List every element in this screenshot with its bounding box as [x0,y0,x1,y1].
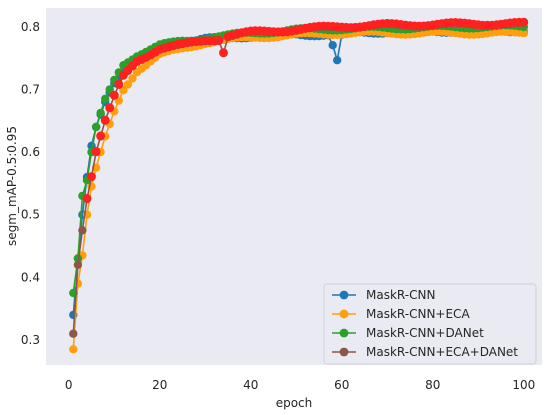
overlay-point [114,79,124,89]
overlay-point [214,35,224,45]
legend-marker [339,290,349,300]
overlay-point [96,131,105,141]
legend-label: MaskR-CNN+ECA [366,307,470,321]
y-tick-label: 0.3 [21,333,40,347]
data-point [69,329,78,338]
legend-label: MaskR-CNN+DANet [366,326,484,340]
legend-label: MaskR-CNN+ECA+DANet [366,345,518,359]
legend-box [323,283,537,365]
x-axis-label: epoch [276,396,313,410]
overlay-point [82,194,92,203]
data-point [333,56,342,65]
data-point [519,29,528,38]
overlay-point [87,172,96,181]
data-point [78,226,87,235]
series-layer [69,17,529,354]
x-tick-label: 20 [152,378,167,392]
overlay-point [519,17,529,27]
x-axis-ticks: 0 20 40 60 80 100 [65,378,535,392]
x-tick-label: 100 [512,378,535,392]
legend-label: MaskR-CNN [366,288,435,302]
legend-marker [339,347,349,357]
y-tick-label: 0.4 [21,270,40,284]
overlay-point [91,147,101,156]
x-tick-label: 0 [65,378,73,392]
legend-marker [339,309,349,319]
y-tick-label: 0.8 [21,20,40,34]
data-point [91,122,101,132]
data-point [123,80,133,89]
data-point [73,254,83,263]
overlay-point [219,48,228,57]
legend-marker [339,328,349,338]
legend: MaskR-CNN MaskR-CNN+ECA MaskR-CNN+DANet Mas… [323,283,537,365]
data-point [96,108,105,118]
overlay-point [109,90,119,100]
y-axis-label: segm_mAP-0.5:0.95 [5,126,19,246]
data-point [73,260,83,269]
overlay-markers [82,17,529,203]
data-point [69,345,78,354]
y-tick-label: 0.7 [21,82,40,96]
data-point [101,94,110,104]
x-tick-label: 80 [425,378,440,392]
overlay-point [100,115,110,125]
x-tick-label: 40 [243,378,258,392]
y-tick-label: 0.6 [21,145,40,159]
y-axis-ticks: 0.3 0.4 0.5 0.6 0.7 0.8 [21,20,40,347]
data-point [328,41,337,50]
y-tick-label: 0.5 [21,208,40,222]
overlay-point [105,103,115,112]
x-tick-label: 60 [334,378,349,392]
data-point [128,74,137,83]
